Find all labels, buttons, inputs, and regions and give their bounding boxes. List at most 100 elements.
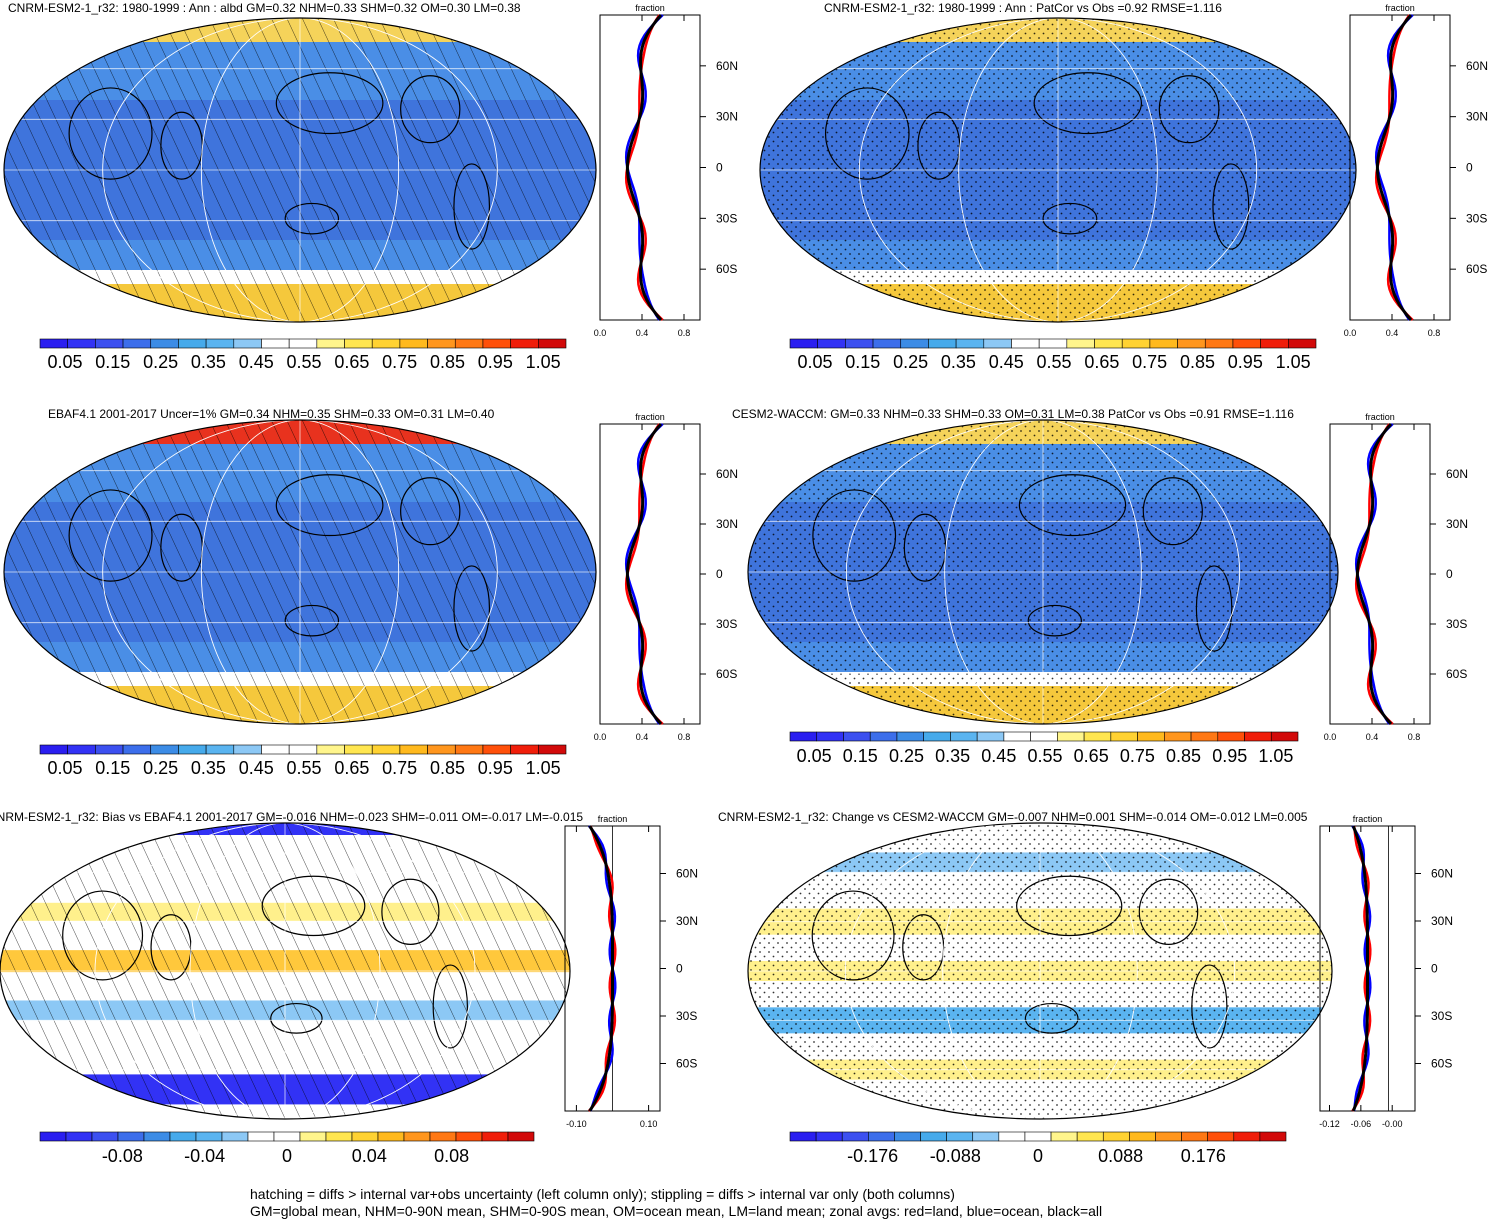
lat-tick-label: 60N [1466, 59, 1488, 73]
colorbar-cell [1150, 339, 1178, 348]
colorbar-cell [1155, 1132, 1181, 1141]
lat-tick-label: 0 [716, 567, 723, 581]
colorbar-cell [482, 1132, 508, 1141]
colorbar-label: 0.45 [239, 758, 274, 778]
colorbar-cell [1111, 732, 1138, 741]
colorbar-cell [999, 1132, 1025, 1141]
colorbar-cell [870, 732, 897, 741]
colorbar-cell [956, 339, 984, 348]
profile-x-tick-label: -0.06 [1351, 1119, 1372, 1129]
lat-tick-label: 0 [1446, 567, 1453, 581]
colorbar-cell [984, 339, 1012, 348]
colorbar-label: 0.45 [989, 352, 1024, 372]
colorbar-cell [151, 745, 179, 754]
colorbar-cell [456, 1132, 482, 1141]
colorbar-label: 0.65 [334, 352, 369, 372]
colorbar-label: 0.75 [1132, 352, 1167, 372]
profile-axis-title: fraction [598, 814, 628, 824]
colorbar-cell [511, 745, 539, 754]
colorbar-cell [538, 745, 566, 754]
colorbar-label: 0.05 [797, 352, 832, 372]
colorbar-cell [92, 1132, 118, 1141]
panel-title: CNRM-ESM2-1_r32: Bias vs EBAF4.1 2001-20… [0, 810, 583, 824]
panel-4: CESM2-WACCM: GM=0.33 NHM=0.33 SHM=0.33 O… [740, 402, 1493, 792]
panel-1: CNRM-ESM2-1_r32: 1980-1999 : Ann : albd … [0, 0, 740, 390]
colorbar-label: -0.04 [184, 1146, 225, 1166]
colorbar-label: 0.15 [845, 352, 880, 372]
colorbar-label: 0.95 [478, 758, 513, 778]
profile-x-tick-label: 0.0 [594, 328, 607, 338]
colorbar-cell [68, 339, 96, 348]
lat-tick-label: 0 [676, 962, 683, 976]
colorbar-cell [818, 339, 846, 348]
colorbar-label: 0.45 [981, 746, 1016, 766]
profile-land-curve [1356, 424, 1393, 724]
colorbar-cell [977, 732, 1004, 741]
lat-tick-label: 30N [1446, 517, 1468, 531]
hatching-overlay [0, 0, 620, 390]
colorbar-cell [234, 339, 262, 348]
hatching-overlay [0, 402, 620, 792]
colorbar-label: 0 [1033, 1146, 1043, 1166]
colorbar-label: 0.95 [1212, 746, 1247, 766]
colorbar-cell [123, 339, 151, 348]
colorbar-cell [1077, 1132, 1103, 1141]
colorbar-cell [1205, 339, 1233, 348]
profile-x-tick-label: 0.0 [594, 732, 607, 742]
colorbar-cell [326, 1132, 352, 1141]
colorbar-cell [1103, 1132, 1129, 1141]
colorbar-label: 0.95 [1228, 352, 1263, 372]
colorbar-label: 0.65 [334, 758, 369, 778]
colorbar-cell [404, 1132, 430, 1141]
colorbar-label: 0.55 [1027, 746, 1062, 766]
colorbar-label: 0.25 [893, 352, 928, 372]
colorbar-cell [170, 1132, 196, 1141]
colorbar-cell [1067, 339, 1095, 348]
colorbar-label: 0.55 [1037, 352, 1072, 372]
colorbar-label: 0.75 [382, 758, 417, 778]
profile-x-tick-label: -0.12 [1319, 1119, 1340, 1129]
colorbar-label: 0.55 [287, 352, 322, 372]
colorbar-cell [1271, 732, 1298, 741]
colorbar-cell [1138, 732, 1165, 741]
colorbar-cell [790, 1132, 816, 1141]
colorbar-cell [1234, 1132, 1260, 1141]
profile-x-tick-label: -0.10 [566, 1119, 587, 1129]
colorbar-cell [511, 339, 539, 348]
colorbar-cell [1025, 1132, 1051, 1141]
colorbar-cell [400, 339, 428, 348]
colorbar-label: 0.35 [191, 352, 226, 372]
lat-tick-label: 60N [1446, 467, 1468, 481]
panel-title: CNRM-ESM2-1_r32: 1980-1999 : Ann : albd … [8, 1, 521, 15]
colorbar-label: 0.05 [797, 746, 832, 766]
colorbar-cell [234, 745, 262, 754]
colorbar-label: 0.95 [478, 352, 513, 372]
lat-tick-label: 60N [676, 867, 698, 881]
colorbar-cell [261, 339, 289, 348]
panel-svg: fraction60N30N030S60S-0.12-0.06-0.00-0.1… [740, 806, 1493, 1176]
profile-all-curve [1377, 15, 1411, 320]
colorbar-label: 0.35 [191, 758, 226, 778]
profile-x-tick-label: 0.0 [1324, 732, 1337, 742]
lat-tick-label: 60N [716, 59, 738, 73]
colorbar-label: -0.08 [102, 1146, 143, 1166]
profile-x-tick-label: 0.0 [1344, 328, 1357, 338]
panel-2: CNRM-ESM2-1_r32: 1980-1999 : Ann : PatCo… [740, 0, 1493, 390]
colorbar-cell [300, 1132, 326, 1141]
colorbar-cell [868, 1132, 894, 1141]
colorbar-cell [400, 745, 428, 754]
colorbar-cell [873, 339, 901, 348]
lat-tick-label: 60S [1466, 262, 1487, 276]
profile-land-curve [626, 15, 663, 320]
map-field [740, 0, 1396, 390]
hatching-overlay [0, 806, 590, 1176]
lat-tick-label: 30S [1446, 617, 1467, 631]
profile-x-tick-label: 0.4 [1386, 328, 1399, 338]
colorbar-label: 0.04 [352, 1146, 387, 1166]
profile-all-curve [627, 15, 661, 320]
colorbar-label: 0.35 [935, 746, 970, 766]
lat-tick-label: 30N [1431, 914, 1453, 928]
